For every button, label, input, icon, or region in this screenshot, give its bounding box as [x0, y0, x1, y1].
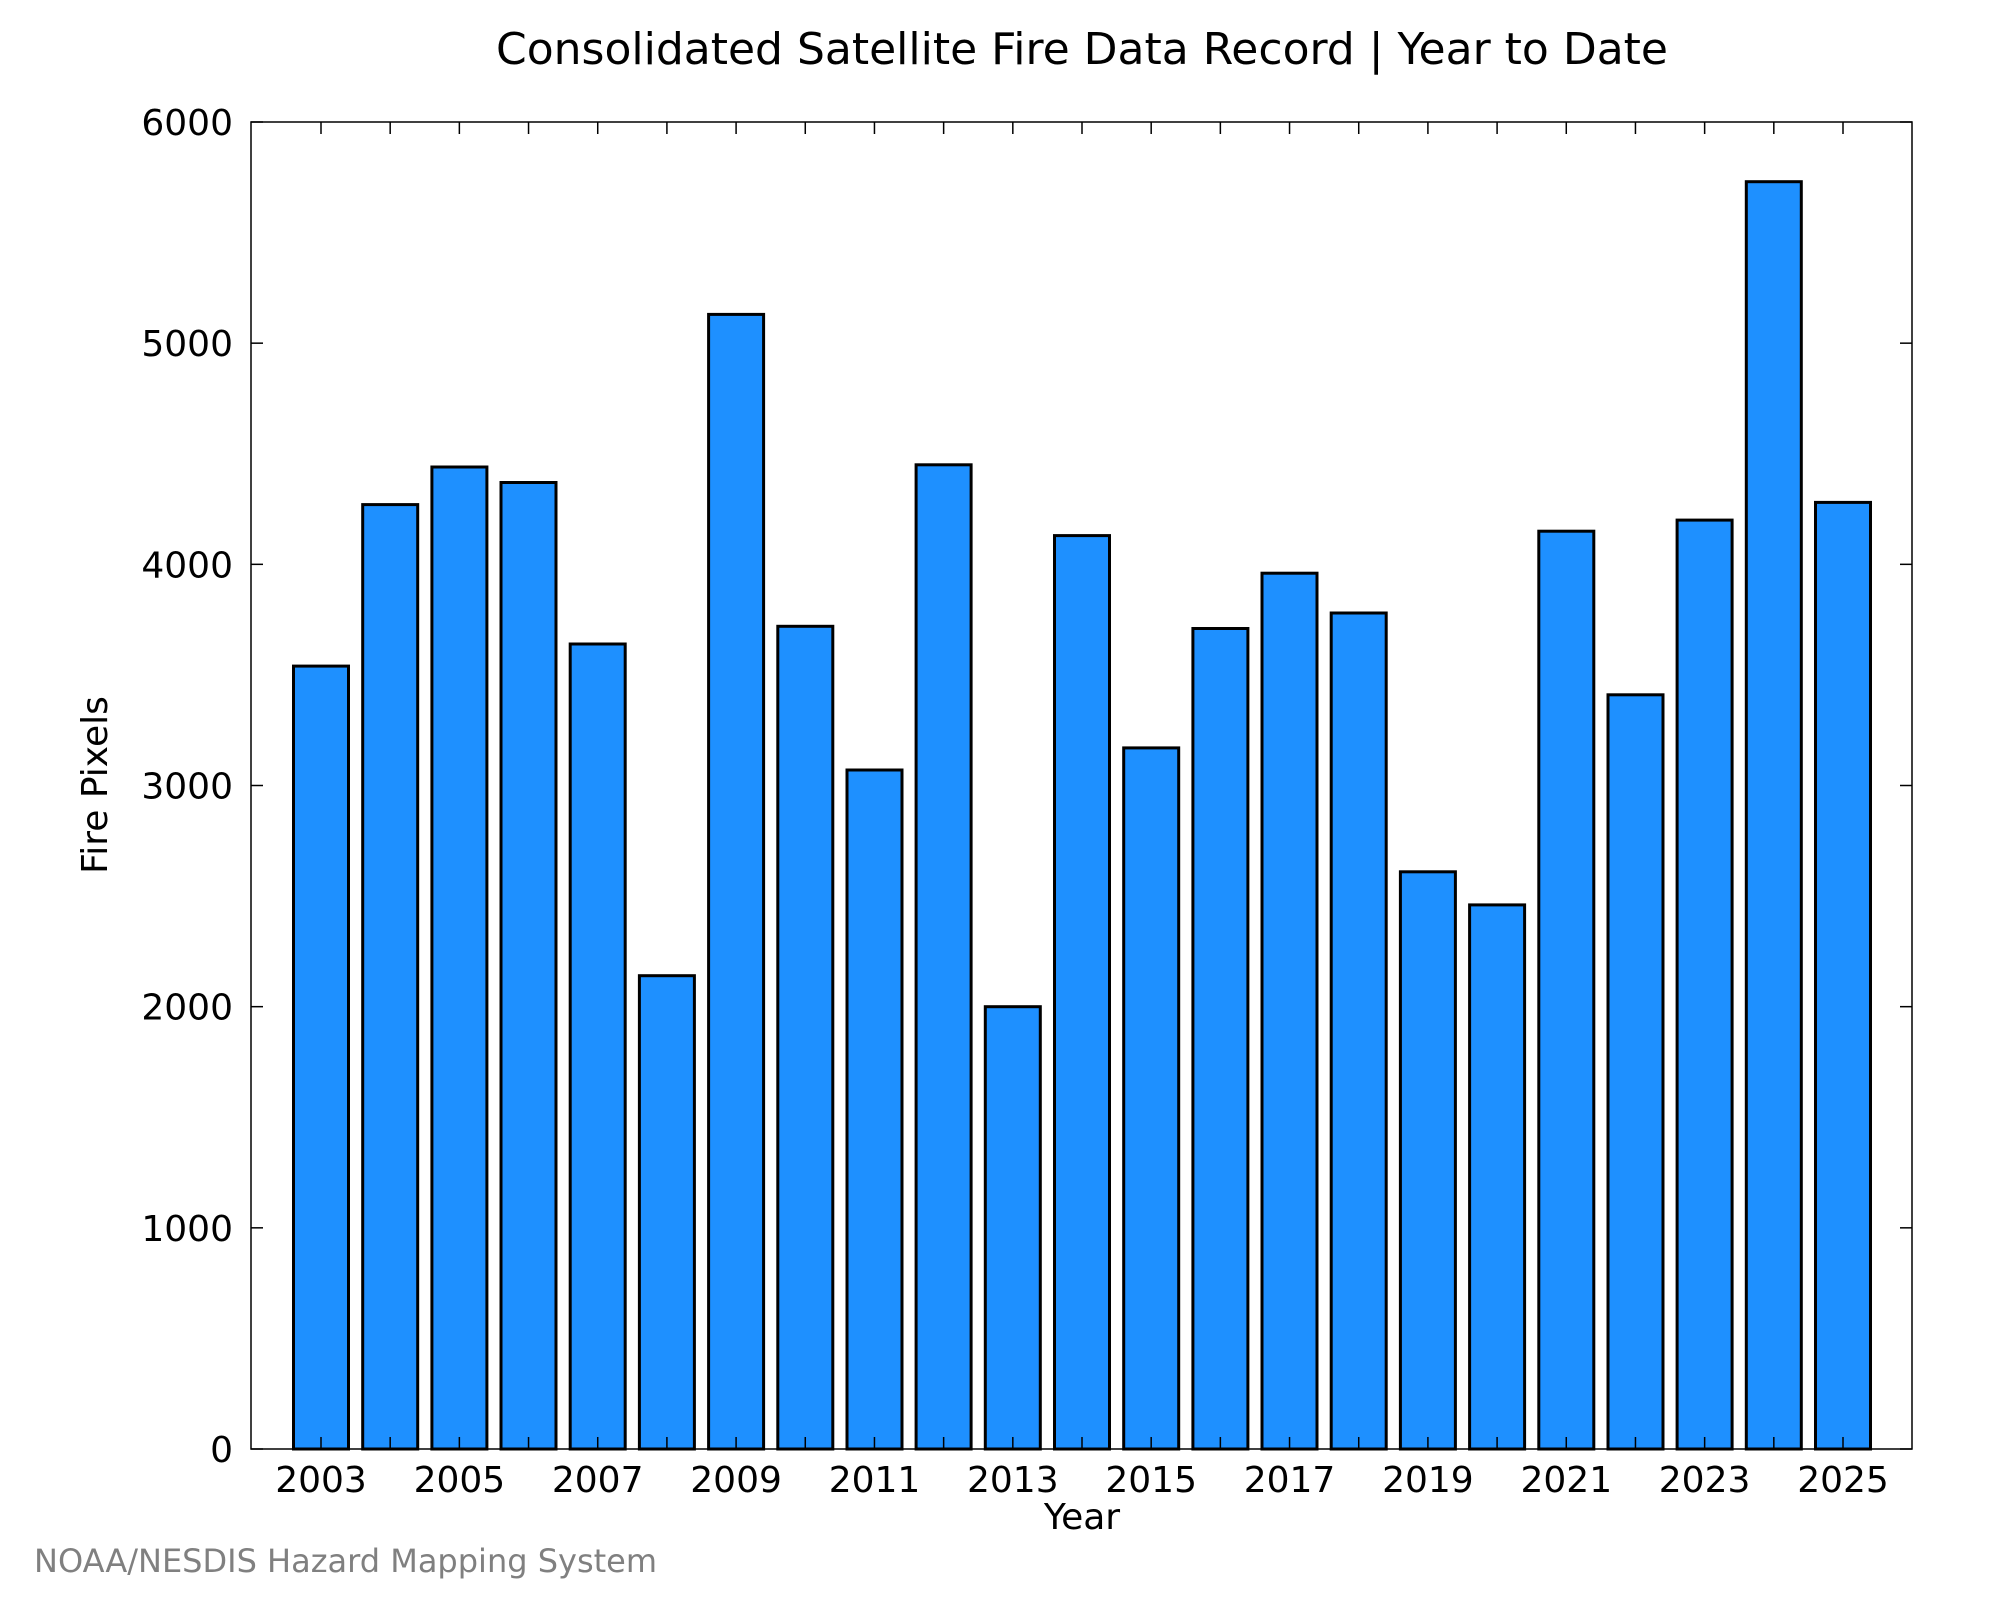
bar-2005	[430, 465, 489, 1451]
y-tick-label: 0	[210, 1430, 233, 1471]
bar-2009	[707, 312, 766, 1451]
bar-2006	[499, 481, 558, 1451]
bar-2012	[914, 463, 973, 1451]
y-tick-label: 4000	[141, 545, 233, 586]
x-tick-label: 2013	[967, 1460, 1059, 1501]
bars-group	[292, 180, 1872, 1451]
bar-2008	[637, 974, 696, 1451]
bar-2024	[1744, 180, 1803, 1451]
bar-2017	[1260, 571, 1319, 1451]
bar-2023	[1675, 518, 1734, 1451]
chart-title: Consolidated Satellite Fire Data Record …	[496, 24, 1668, 75]
x-tick-label: 2019	[1382, 1460, 1474, 1501]
y-tick-labels: 0 1000 2000 3000 4000 5000 6000	[141, 103, 233, 1471]
y-tick-label: 3000	[141, 767, 233, 808]
x-tick-label: 2003	[275, 1460, 367, 1501]
x-tick-label: 2011	[829, 1460, 921, 1501]
x-tick-label: 2005	[414, 1460, 506, 1501]
y-tick-label: 2000	[141, 988, 233, 1029]
bar-2018	[1329, 611, 1388, 1451]
x-tick-label: 2007	[552, 1460, 644, 1501]
bar-2004	[361, 503, 420, 1451]
y-axis-label: Fire Pixels	[75, 696, 116, 874]
x-tick-label: 2015	[1105, 1460, 1197, 1501]
bar-2021	[1537, 529, 1596, 1451]
bar-2025	[1814, 500, 1872, 1451]
bar-2019	[1398, 870, 1457, 1451]
bar-2011	[845, 768, 904, 1451]
bar-2020	[1468, 903, 1527, 1451]
bar-2022	[1606, 693, 1665, 1451]
y-tick-label: 6000	[141, 103, 233, 144]
y-tick-label: 5000	[141, 324, 233, 365]
credit-text: NOAA/NESDIS Hazard Mapping System	[34, 1542, 657, 1580]
bar-2010	[776, 624, 835, 1451]
bar-2007	[568, 642, 627, 1451]
x-tick-label: 2017	[1244, 1460, 1336, 1501]
x-axis-label: Year	[1043, 1497, 1120, 1538]
bar-2003	[292, 664, 350, 1451]
x-tick-label: 2021	[1520, 1460, 1612, 1501]
bar-2016	[1191, 627, 1250, 1451]
x-tick-label: 2023	[1659, 1460, 1751, 1501]
bar-2014	[1053, 534, 1111, 1451]
y-tick-label: 1000	[141, 1209, 233, 1250]
x-tick-label: 2025	[1797, 1460, 1889, 1501]
bar-2013	[983, 1005, 1042, 1451]
plot-frame	[250, 121, 1913, 1450]
x-tick-labels: 2003 2005 2007 2009 2011 2013 2015 2017 2019 2021…	[275, 1460, 1889, 1501]
bar-2015	[1122, 746, 1181, 1451]
x-tick-label: 2009	[690, 1460, 782, 1501]
